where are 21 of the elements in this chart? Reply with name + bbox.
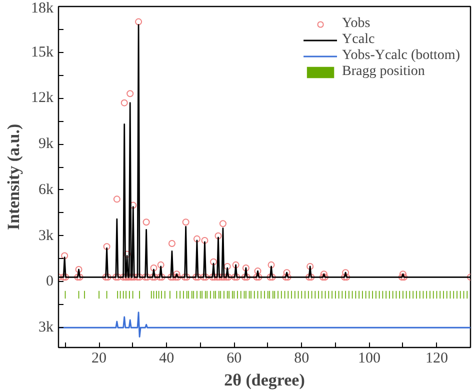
y-tick-label: 15k bbox=[31, 44, 54, 60]
x-tick-label: 60 bbox=[226, 350, 242, 366]
x-tick-label: 20 bbox=[92, 350, 107, 366]
y-axis-title: Intensity (a.u.) bbox=[4, 124, 23, 230]
legend-label: Yobs bbox=[342, 16, 370, 32]
x-tick-label: 40 bbox=[159, 350, 174, 366]
x-axis-title: 2θ (degree) bbox=[224, 370, 305, 390]
y-tick-label: 0 bbox=[46, 274, 54, 290]
x-tick-label: 100 bbox=[358, 350, 380, 366]
legend-label: Ycalc bbox=[342, 32, 375, 48]
legend-label: Bragg position bbox=[342, 64, 425, 80]
y-tick-label: 12k bbox=[31, 90, 54, 106]
x-tick-label: 120 bbox=[425, 350, 448, 366]
legend-label: Yobs-Ycalc (bottom) bbox=[342, 48, 460, 64]
y-tick-label: 3k bbox=[38, 228, 54, 244]
line-series bbox=[58, 312, 470, 338]
y-tick-label: 9k bbox=[38, 136, 54, 152]
y-tick-label: 6k bbox=[38, 182, 54, 198]
y-tick-label: 3k bbox=[38, 320, 54, 336]
x-tick-label: 80 bbox=[294, 350, 310, 366]
y-tick-label: 18k bbox=[31, 0, 54, 16]
